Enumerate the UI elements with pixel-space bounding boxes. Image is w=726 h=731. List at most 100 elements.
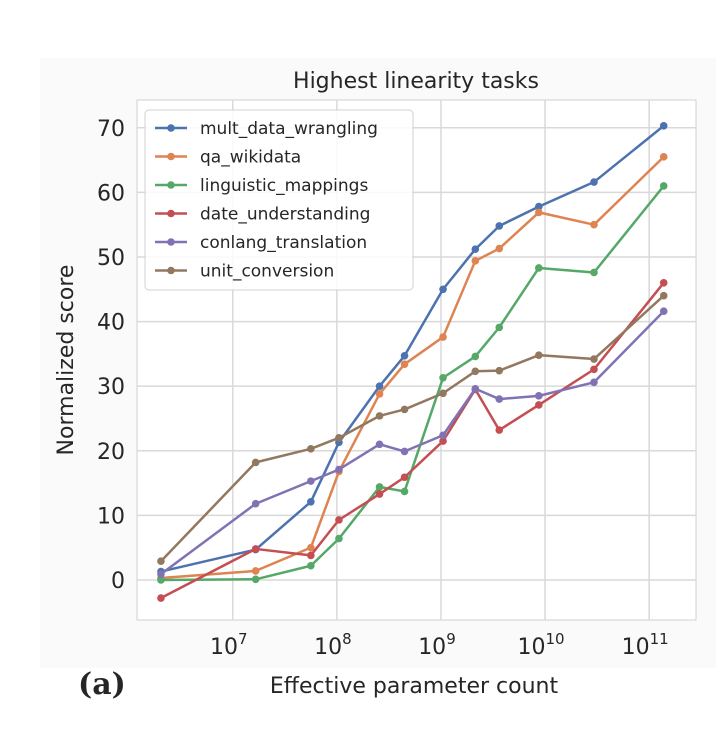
data-point xyxy=(157,570,165,578)
legend-box xyxy=(144,109,414,291)
data-point xyxy=(495,222,504,230)
data-point xyxy=(659,182,668,190)
series-line xyxy=(160,294,665,563)
legend-marker xyxy=(167,238,175,246)
data-point xyxy=(251,458,260,467)
data-point xyxy=(659,279,668,287)
y-tick-label: 30 xyxy=(97,375,125,400)
data-point xyxy=(495,366,504,375)
x-tick-base: 10 xyxy=(314,635,342,660)
data-point xyxy=(659,153,668,161)
legend-marker xyxy=(167,181,175,189)
x-tick-exponent: 7 xyxy=(238,630,248,648)
legend-marker xyxy=(167,152,175,161)
data-point xyxy=(251,575,260,584)
legend-label: mult_data_wrangling xyxy=(200,119,378,139)
data-point xyxy=(307,477,315,485)
series-qa-wikidata xyxy=(157,153,668,582)
chart-title: Highest linearity tasks xyxy=(293,69,539,94)
data-point xyxy=(335,534,343,543)
data-point xyxy=(400,473,409,482)
data-point xyxy=(590,268,598,277)
y-axis-label: Normalized score xyxy=(54,265,79,456)
data-point xyxy=(439,333,447,341)
data-point xyxy=(307,543,315,552)
data-point xyxy=(495,426,504,434)
x-tick-label: 1011 xyxy=(622,630,669,660)
data-point xyxy=(590,220,598,229)
legend: mult_data_wrangling qa_wikidata linguistic… xyxy=(144,109,414,291)
data-point xyxy=(400,405,409,414)
series-line xyxy=(160,310,665,576)
series-lines xyxy=(157,122,668,602)
data-point xyxy=(471,257,480,265)
data-point xyxy=(335,516,343,524)
data-point xyxy=(400,352,409,360)
data-point xyxy=(251,567,260,575)
data-point xyxy=(157,557,165,566)
x-tick-exponent: 8 xyxy=(342,630,352,648)
y-tick-label: 20 xyxy=(97,440,125,465)
data-point xyxy=(157,576,165,584)
panel-label: (a) xyxy=(78,667,126,702)
y-tick-label: 0 xyxy=(111,569,125,594)
data-point xyxy=(535,264,543,272)
data-point xyxy=(659,122,668,130)
y-tick-label: 50 xyxy=(97,246,125,271)
data-point xyxy=(335,465,343,474)
x-axis-label: Effective parameter count xyxy=(270,674,559,699)
data-point xyxy=(400,360,409,368)
series-linguistic-mappings xyxy=(157,182,668,584)
y-tick-label: 40 xyxy=(97,311,125,336)
series-line xyxy=(160,124,665,573)
legend-label: conlang_translation xyxy=(200,233,367,253)
data-point xyxy=(495,323,504,332)
data-point xyxy=(375,412,384,420)
series-line xyxy=(160,185,665,582)
legend-marker xyxy=(167,124,175,132)
legend-label: date_understanding xyxy=(200,205,370,225)
data-point xyxy=(590,378,598,387)
legend-label: qa_wikidata xyxy=(200,148,301,168)
data-point xyxy=(307,445,315,453)
data-point xyxy=(659,291,668,300)
data-point xyxy=(307,561,315,570)
series-line xyxy=(160,282,665,600)
data-point xyxy=(439,437,447,445)
data-point xyxy=(495,244,504,253)
data-point xyxy=(590,355,598,363)
legend-marker xyxy=(167,209,175,218)
y-tick-label: 60 xyxy=(97,181,125,206)
data-point xyxy=(535,351,543,359)
data-point xyxy=(659,307,668,316)
x-tick-label: 108 xyxy=(314,630,352,660)
data-point xyxy=(439,373,447,382)
y-tick-label: 10 xyxy=(97,504,125,529)
data-point xyxy=(157,594,165,602)
data-point xyxy=(439,389,447,398)
data-point xyxy=(400,487,409,496)
series-unit-conversion xyxy=(157,291,668,566)
data-point xyxy=(495,395,504,403)
x-tick-label: 1010 xyxy=(518,630,565,660)
legend-label: unit_conversion xyxy=(200,262,334,282)
x-tick-exponent: 10 xyxy=(546,630,565,648)
series-line xyxy=(160,155,665,580)
data-point xyxy=(307,497,315,506)
data-point xyxy=(375,490,384,498)
legend-label: linguistic_mappings xyxy=(200,176,368,196)
x-tick-base: 10 xyxy=(210,635,238,660)
data-point xyxy=(535,202,543,211)
y-tick-label: 70 xyxy=(97,117,125,142)
data-point xyxy=(535,401,543,409)
data-point xyxy=(471,352,480,361)
data-point xyxy=(400,447,409,456)
x-tick-base: 10 xyxy=(622,635,650,660)
data-point xyxy=(590,365,598,374)
data-point xyxy=(535,208,543,217)
x-tick-exponent: 11 xyxy=(650,630,669,648)
data-point xyxy=(535,392,543,400)
